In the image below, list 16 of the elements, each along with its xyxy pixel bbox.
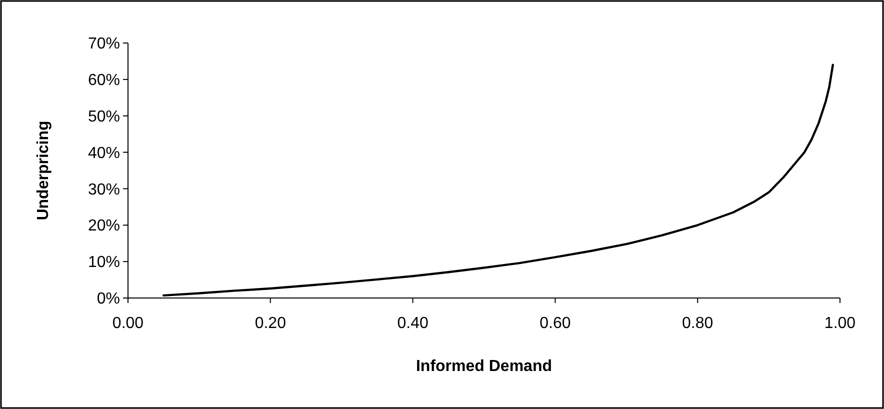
y-tick-label: 20%: [88, 218, 120, 235]
y-tick-label: 40%: [88, 144, 120, 162]
y-tick-label: 0%: [96, 290, 120, 308]
x-tick-label: 0.20: [254, 315, 286, 332]
x-tick-label: 0.00: [112, 315, 144, 332]
x-tick-label: 1.00: [824, 315, 856, 332]
y-tick-label: 60%: [88, 72, 120, 90]
x-axis-title: Informed Demand: [416, 358, 552, 375]
x-tick-label: 0.40: [397, 315, 428, 332]
y-tick-label: 50%: [88, 108, 120, 126]
y-axis-title: Underpricing: [35, 120, 52, 220]
y-tick-label: 30%: [88, 181, 120, 198]
x-tick-label: 0.80: [682, 315, 714, 332]
y-tick-label: 10%: [88, 254, 120, 272]
y-tick-label: 70%: [88, 36, 120, 53]
x-tick-label: 0.60: [540, 315, 571, 332]
